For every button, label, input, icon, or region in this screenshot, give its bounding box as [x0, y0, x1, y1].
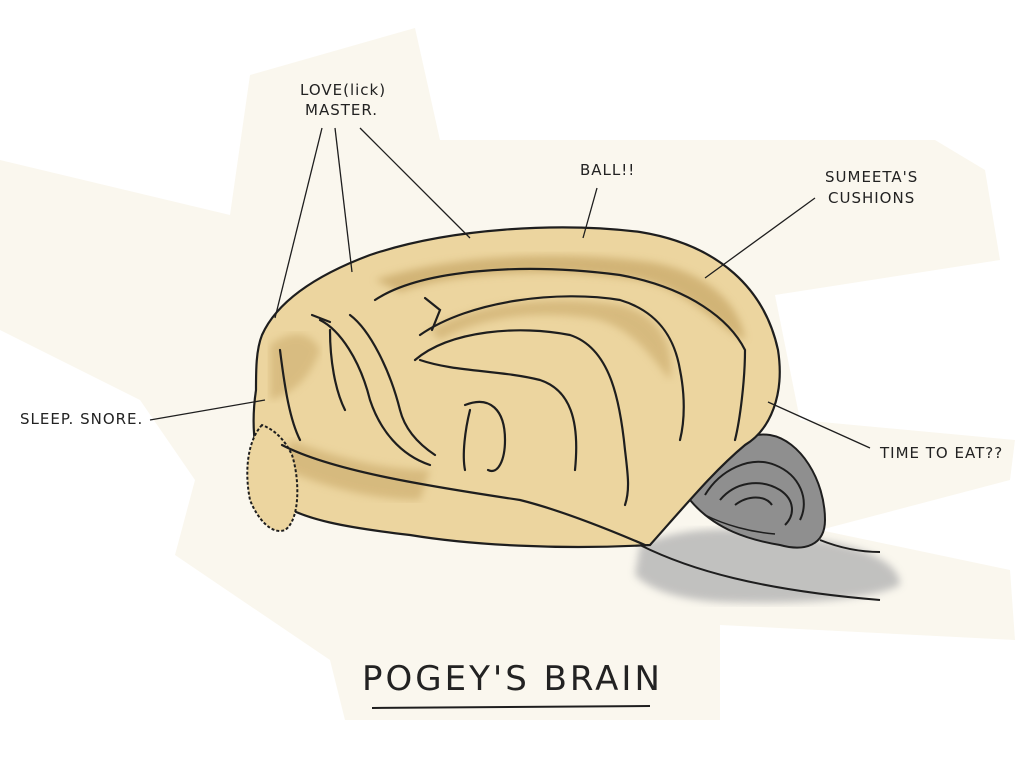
label-sumeeta-line1: SUMEETA'S: [825, 168, 918, 186]
leader-love-1: [274, 127, 323, 319]
title-underline: [371, 705, 651, 709]
leader-ball: [582, 187, 598, 239]
leader-eat: [767, 401, 871, 449]
label-sleep: SLEEP. SNORE.: [20, 410, 143, 428]
cerebrum: [246, 226, 781, 549]
olfactory-bulb: [246, 423, 299, 532]
diagram-title: POGEY'S BRAIN: [362, 659, 663, 699]
leader-love-3: [359, 127, 471, 239]
leader-lines: [149, 127, 871, 449]
label-love-line1: LOVE(lick): [300, 81, 386, 99]
leader-sleep: [149, 399, 266, 421]
leader-love-2: [334, 127, 353, 273]
label-love-line2: MASTER.: [305, 101, 378, 119]
label-time-to-eat: TIME TO EAT??: [879, 444, 1003, 462]
brainstem-outline-lower: [819, 539, 881, 553]
brainstem-outline: [639, 544, 881, 601]
brainstem-shadow: [635, 529, 900, 603]
leader-sumeeta: [704, 197, 816, 279]
label-ball: BALL!!: [580, 161, 635, 179]
label-sumeeta-line2: CUSHIONS: [828, 189, 915, 207]
